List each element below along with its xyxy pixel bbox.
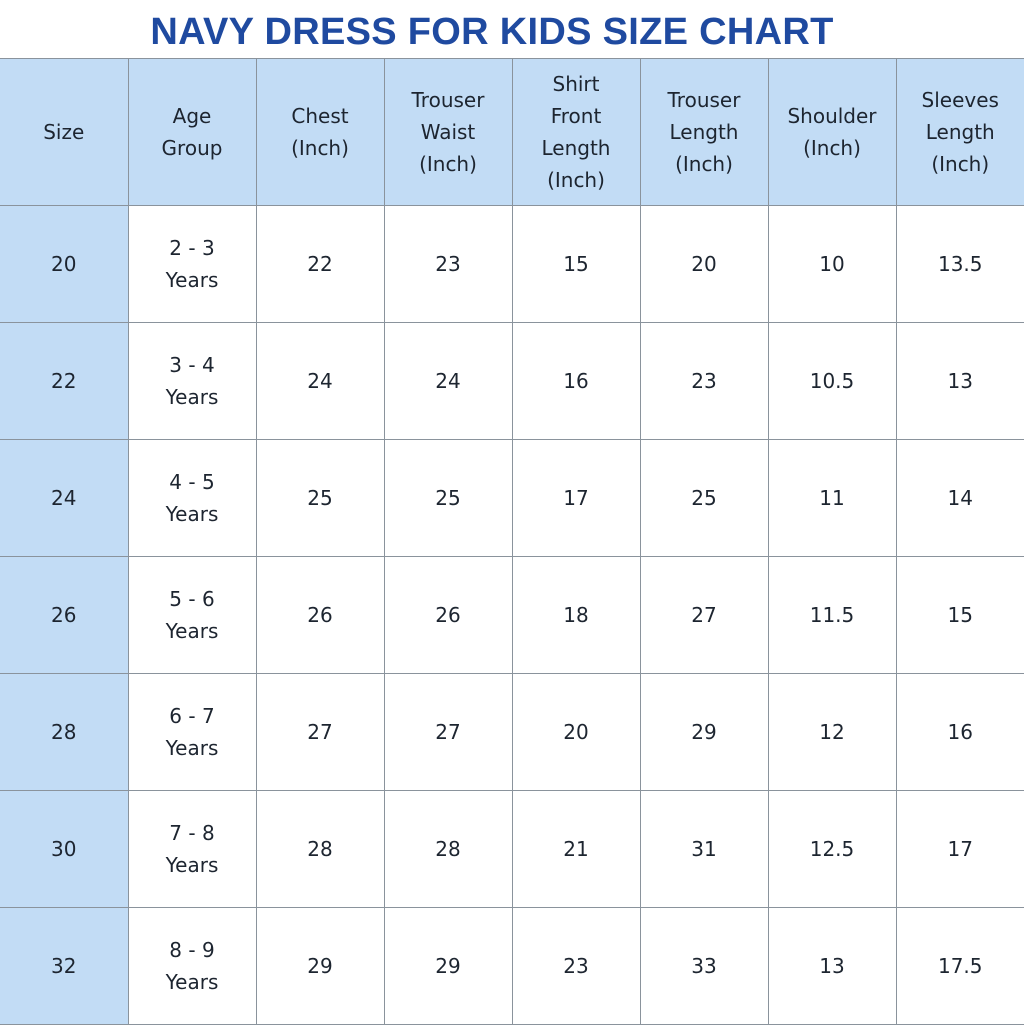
table-cell: 27 (255, 673, 385, 791)
table-cell: 26 (383, 556, 513, 674)
table-cell: 7 - 8 Years (127, 790, 257, 908)
size-cell: 32 (0, 907, 129, 1025)
column-header: Size (0, 58, 129, 206)
table-cell: 17 (511, 439, 641, 557)
table-cell: 23 (639, 322, 769, 440)
table-cell: 25 (383, 439, 513, 557)
table-cell: 17.5 (895, 907, 1024, 1025)
table-cell: 29 (383, 907, 513, 1025)
column-header: Age Group (127, 58, 257, 206)
table-cell: 2 - 3 Years (127, 205, 257, 323)
table-cell: 24 (255, 322, 385, 440)
table-cell: 16 (895, 673, 1024, 791)
table-row: 22 3 - 4 Years 24 24 16 23 10.5 13 (0, 322, 1024, 440)
table-cell: 12 (767, 673, 897, 791)
table-cell: 8 - 9 Years (127, 907, 257, 1025)
column-header: Shoulder (Inch) (767, 58, 897, 206)
table-cell: 16 (511, 322, 641, 440)
table-cell: 17 (895, 790, 1024, 908)
size-cell: 20 (0, 205, 129, 323)
table-row: 26 5 - 6 Years 26 26 18 27 11.5 15 (0, 556, 1024, 674)
table-cell: 4 - 5 Years (127, 439, 257, 557)
table-cell: 26 (255, 556, 385, 674)
table-cell: 18 (511, 556, 641, 674)
size-cell: 30 (0, 790, 129, 908)
column-header: Chest (Inch) (255, 58, 385, 206)
table-cell: 6 - 7 Years (127, 673, 257, 791)
table-cell: 25 (255, 439, 385, 557)
table-row: 28 6 - 7 Years 27 27 20 29 12 16 (0, 673, 1024, 791)
table-cell: 27 (639, 556, 769, 674)
table-cell: 24 (383, 322, 513, 440)
table-cell: 5 - 6 Years (127, 556, 257, 674)
table-cell: 3 - 4 Years (127, 322, 257, 440)
column-header: Trouser Length (Inch) (639, 58, 769, 206)
table-cell: 13 (767, 907, 897, 1025)
size-cell: 22 (0, 322, 129, 440)
table-cell: 31 (639, 790, 769, 908)
table-body: 20 2 - 3 Years 22 23 15 20 10 13.5 22 3 - 4 Years 24… (0, 205, 1024, 1025)
table-cell: 11 (767, 439, 897, 557)
table-cell: 11.5 (767, 556, 897, 674)
column-header: Shirt Front Length (Inch) (511, 58, 641, 206)
table-cell: 15 (511, 205, 641, 323)
table-cell: 13.5 (895, 205, 1024, 323)
table-cell: 22 (255, 205, 385, 323)
table-cell: 20 (639, 205, 769, 323)
table-cell: 33 (639, 907, 769, 1025)
table-cell: 29 (255, 907, 385, 1025)
table-cell: 28 (383, 790, 513, 908)
table-cell: 23 (383, 205, 513, 323)
table-cell: 10 (767, 205, 897, 323)
table-cell: 28 (255, 790, 385, 908)
header-row: Size Age Group Chest (Inch) Trouser Waist (Inch… (0, 58, 1024, 206)
table-cell: 21 (511, 790, 641, 908)
table-cell: 20 (511, 673, 641, 791)
table-cell: 14 (895, 439, 1024, 557)
table-cell: 27 (383, 673, 513, 791)
table-cell: 10.5 (767, 322, 897, 440)
table-row: 24 4 - 5 Years 25 25 17 25 11 14 (0, 439, 1024, 557)
table-cell: 25 (639, 439, 769, 557)
table-cell: 12.5 (767, 790, 897, 908)
table-cell: 29 (639, 673, 769, 791)
table-row: 30 7 - 8 Years 28 28 21 31 12.5 17 (0, 790, 1024, 908)
table-cell: 15 (895, 556, 1024, 674)
table-row: 20 2 - 3 Years 22 23 15 20 10 13.5 (0, 205, 1024, 323)
column-header: Trouser Waist (Inch) (383, 58, 513, 206)
table-cell: 13 (895, 322, 1024, 440)
size-cell: 24 (0, 439, 129, 557)
size-cell: 28 (0, 673, 129, 791)
size-chart-table: Size Age Group Chest (Inch) Trouser Waist (Inch… (0, 58, 1024, 1025)
column-header: Sleeves Length (Inch) (895, 58, 1024, 206)
table-cell: 23 (511, 907, 641, 1025)
table-row: 32 8 - 9 Years 29 29 23 33 13 17.5 (0, 907, 1024, 1025)
size-cell: 26 (0, 556, 129, 674)
page-title: NAVY DRESS FOR KIDS SIZE CHART (150, 11, 834, 53)
